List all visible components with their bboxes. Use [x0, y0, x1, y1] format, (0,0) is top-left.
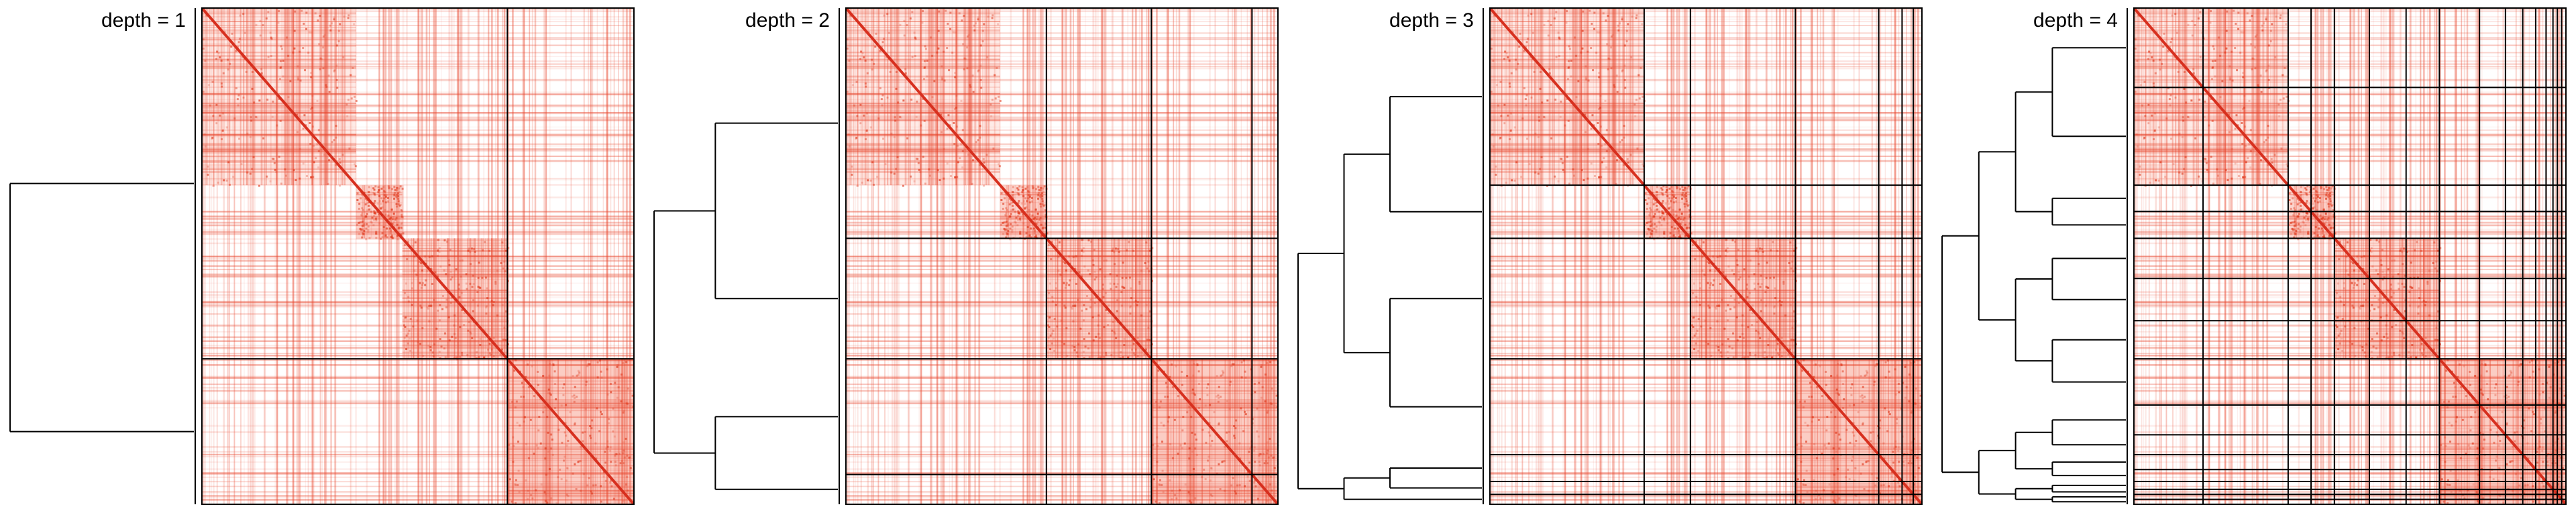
- heatmap-border: [2133, 7, 2567, 505]
- heatmap: [1490, 8, 1923, 506]
- heatmap-border: [201, 7, 635, 505]
- heatmap: [202, 8, 635, 506]
- panel-label: depth = 3: [1389, 9, 1474, 32]
- panel: depth = 4: [1941, 7, 2567, 506]
- panel: depth = 2: [653, 7, 1279, 506]
- panel: depth = 3: [1297, 7, 1923, 506]
- panel-label: depth = 4: [2033, 9, 2118, 32]
- heatmap: [2134, 8, 2567, 506]
- panel: depth = 1: [9, 7, 635, 506]
- heatmap: [846, 8, 1279, 506]
- panel-label: depth = 2: [745, 9, 830, 32]
- heatmap-border: [1489, 7, 1923, 505]
- heatmap-border: [845, 7, 1279, 505]
- panel-label: depth = 1: [101, 9, 186, 32]
